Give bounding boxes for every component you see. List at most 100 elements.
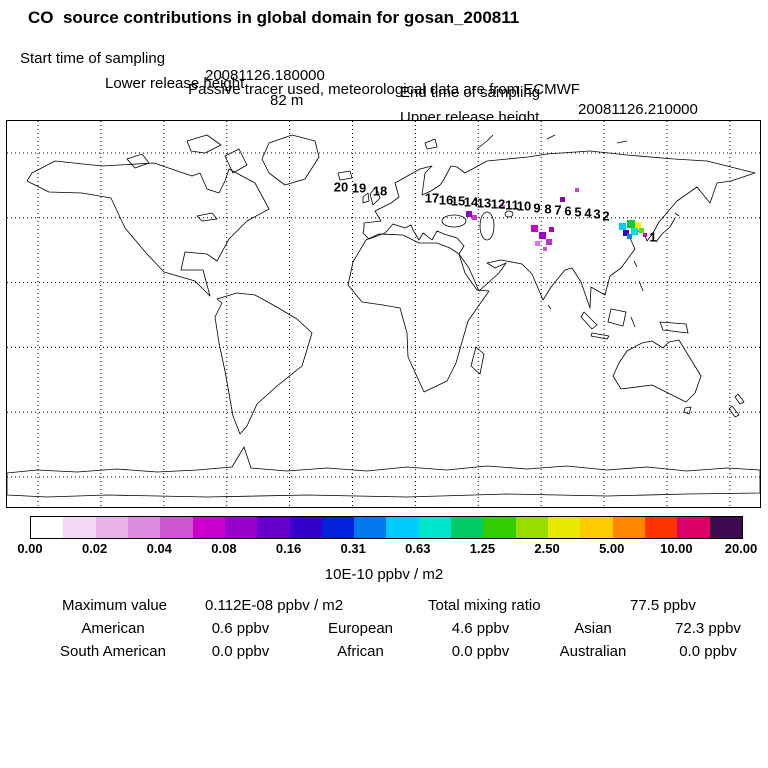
colorbar-segment — [224, 517, 258, 538]
colorbar-segment — [580, 517, 613, 538]
world-map-panel: 20 19 18 17 16 15 14 13 12 11 10 9 8 7 6 5 4 3 2 1 — [6, 120, 761, 508]
max-total-row: Maximum value 0.112E-08 ppbv / m2 Total … — [0, 597, 768, 617]
colorbar-segment — [548, 517, 581, 538]
trajectory-hour-label: 14 — [463, 194, 479, 210]
trajectory-hour-label: 9 — [533, 200, 541, 216]
colorbar-segment — [127, 517, 161, 538]
colorbar-tick-label: 0.16 — [275, 541, 302, 556]
lower-height-value: 82 m — [270, 92, 304, 109]
colorbar-segment — [483, 517, 516, 538]
region-label: Asian — [574, 620, 612, 637]
colorbar — [30, 516, 743, 539]
colorbar-segment — [612, 517, 645, 538]
colorbar-tick-row: 0.00 0.02 0.04 0.08 0.16 0.31 0.63 1.25 2.50 5.00… — [17, 541, 757, 558]
contribution-pixel — [501, 205, 505, 209]
total-mixing-ratio-label: Total mixing ratio — [428, 597, 541, 614]
contribution-pixel — [549, 227, 554, 232]
lower-height-label: Lower release height — [105, 75, 245, 92]
start-time-label: Start time of sampling — [20, 50, 166, 67]
trajectory-hour-label: 13 — [476, 195, 492, 211]
colorbar-segment — [451, 517, 484, 538]
contributions-row-1: American 0.6 ppbv European 4.6 ppbv Asia… — [0, 620, 768, 637]
contribution-pixel — [539, 232, 546, 239]
colorbar-segment — [709, 517, 742, 538]
region-label: African — [337, 643, 384, 660]
contribution-pixel — [635, 222, 641, 228]
contributions-row-2: South American 0.0 ppbv African 0.0 ppbv… — [0, 643, 768, 660]
trajectory-hour-label: 16 — [438, 192, 454, 208]
colorbar-tick-label: 5.00 — [599, 541, 625, 556]
colorbar-tick-label: 1.25 — [469, 541, 496, 556]
colorbar-segment — [257, 517, 290, 538]
trajectory-hour-label: 8 — [544, 201, 552, 217]
contribution-pixel — [546, 239, 552, 245]
trajectory-hour-label: 11 — [505, 197, 519, 213]
trajectory-hour-label: 10 — [516, 198, 532, 214]
colorbar-segment — [515, 517, 548, 538]
region-value: 72.3 ppbv — [675, 620, 741, 637]
region-value: 0.6 ppbv — [211, 620, 270, 637]
colorbar-segment — [160, 517, 193, 538]
trajectory-hour-label: 12 — [490, 196, 506, 212]
maximum-value-label: Maximum value — [62, 597, 168, 614]
contribution-pixel — [472, 215, 477, 220]
colorbar-segment — [644, 517, 678, 538]
end-time-label: End time of sampling — [400, 84, 541, 101]
contribution-pixel — [623, 230, 629, 236]
graticule-gridlines — [7, 121, 760, 507]
contribution-pixel — [631, 228, 638, 235]
colorbar-tick-label: 2.50 — [534, 541, 560, 556]
total-mixing-ratio-value: 77.5 ppbv — [630, 597, 696, 614]
colorbar-tick-label: 10.00 — [660, 541, 693, 556]
trajectory-hour-label: 3 — [593, 206, 601, 222]
trajectory-hour-label: 7 — [554, 202, 562, 218]
region-value: 0.0 ppbv — [679, 643, 737, 660]
contribution-pixel — [627, 220, 635, 228]
tracer-note: Passive tracer used, meteorological data… — [188, 81, 580, 98]
end-time-value: 20081126.210000 — [578, 101, 698, 118]
contribution-pixel — [531, 225, 538, 232]
region-label: Australian — [559, 643, 627, 660]
trajectory-hour-label: 5 — [574, 204, 582, 220]
trajectory-hour-label: 15 — [450, 193, 466, 209]
contribution-pixel — [619, 223, 626, 230]
colorbar-segment — [31, 517, 64, 538]
trajectory-hour-label: 2 — [602, 208, 610, 224]
contribution-pixel — [535, 241, 540, 246]
maximum-value: 0.112E-08 ppbv / m2 — [205, 597, 344, 614]
trajectory-hour-label: 4 — [584, 205, 592, 221]
region-label: South American — [60, 643, 166, 660]
colorbar-tick-label: 0.04 — [146, 541, 172, 556]
trajectory-hour-label: 6 — [564, 203, 572, 219]
region-value: 4.6 ppbv — [451, 620, 510, 637]
trajectory-hour-label: 19 — [351, 180, 367, 196]
colorbar-segment — [677, 517, 710, 538]
colorbar-tick-label: 0.08 — [211, 541, 237, 556]
contribution-pixel — [543, 247, 547, 251]
colorbar-units-label: 10E-10 ppbv / m2 — [324, 566, 444, 583]
trajectory-hour-label: 17 — [424, 190, 440, 206]
colorbar-tick-label: 0.00 — [17, 541, 43, 556]
contribution-pixel — [627, 234, 632, 239]
colorbar-segment — [418, 517, 452, 538]
start-time-value: 20081126.180000 — [205, 67, 325, 84]
page-title: CO source contributions in global domain… — [28, 8, 520, 27]
region-value: 0.0 ppbv — [211, 643, 270, 660]
colorbar-tick-label: 0.31 — [340, 541, 366, 556]
contribution-pixel — [466, 211, 472, 217]
region-label: European — [327, 620, 394, 637]
contribution-pixel — [560, 197, 565, 202]
colorbar-segment — [95, 517, 128, 538]
sampling-times-line: Start time of sampling 20081126.180000 E… — [0, 33, 768, 118]
trajectory-hour-label: 20 — [333, 179, 349, 195]
trajectory-hour-label: 18 — [372, 183, 388, 199]
colorbar-tick-label: 0.63 — [405, 541, 431, 556]
trajectory-hour-label: 1 — [649, 229, 657, 245]
contribution-pixel — [643, 233, 647, 237]
colorbar-segment — [386, 517, 419, 538]
colorbar-segment — [63, 517, 96, 538]
colorbar-segment — [192, 517, 225, 538]
colorbar-tick-label: 20.00 — [724, 541, 758, 556]
coastlines — [7, 134, 760, 498]
